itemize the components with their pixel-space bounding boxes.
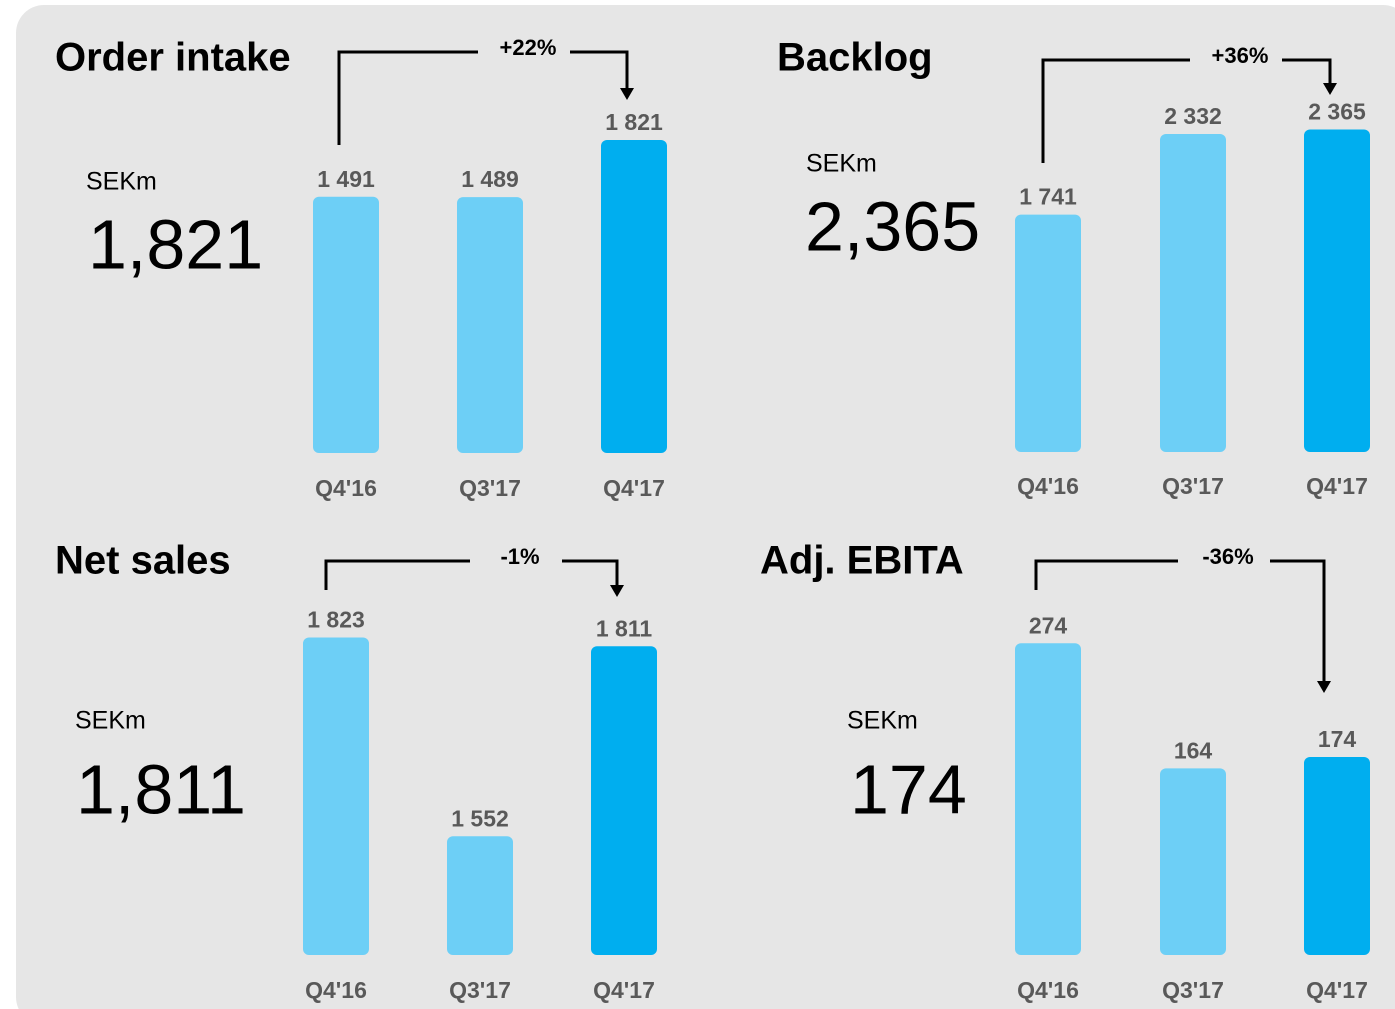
x-tick-label: Q4'16 [1017,977,1079,1003]
change-label: +22% [500,35,557,60]
x-tick-label: Q4'16 [315,475,377,501]
bar [457,197,523,453]
value-label: 1 552 [451,805,509,831]
change-arrowhead [610,585,624,597]
value-label: 2 332 [1164,103,1222,129]
x-tick-label: Q4'17 [603,475,665,501]
panel-title: Order intake [55,36,291,80]
x-tick-label: Q4'17 [593,977,655,1003]
unit-label: SEKm [847,707,918,735]
x-tick-label: Q4'17 [1306,473,1368,499]
change-label: -1% [500,544,539,569]
panel-title: Adj. EBITA [760,539,964,583]
bar [1160,134,1226,452]
change-bracket-right [570,50,629,90]
unit-label: SEKm [806,150,877,178]
bar [601,140,667,453]
bar [1160,768,1226,955]
change-label: +36% [1212,43,1269,68]
change-bracket-right [1282,58,1332,85]
unit-label: SEKm [75,707,146,735]
change-bracket-right [562,559,619,587]
value-label: 1 821 [605,109,663,135]
value-label: 1 741 [1019,184,1077,210]
x-tick-label: Q3'17 [449,977,511,1003]
bar [1304,129,1370,452]
value-label: 1 823 [307,607,365,633]
change-bracket-right [1270,559,1326,683]
headline-value: 174 [850,750,967,828]
change-arrowhead [1323,83,1337,95]
change-arrowhead [1317,681,1331,693]
bar [1015,214,1081,452]
value-label: 274 [1029,612,1068,638]
bar [313,196,379,453]
headline-value: 2,365 [805,187,980,265]
x-tick-label: Q3'17 [1162,977,1224,1003]
change-bracket-left [1034,559,1178,590]
bar [1015,643,1081,955]
bar [591,646,657,955]
value-label: 164 [1174,737,1213,763]
headline-value: 1,811 [76,750,246,828]
value-label: 1 489 [461,166,519,192]
x-tick-label: Q3'17 [459,475,521,501]
panel-title: Net sales [55,539,231,583]
bar [303,637,369,955]
headline-value: 1,821 [88,205,263,283]
unit-label: SEKm [86,168,157,196]
x-tick-label: Q3'17 [1162,473,1224,499]
x-tick-label: Q4'16 [1017,473,1079,499]
change-bracket-left [324,559,470,590]
change-bracket-left [337,50,478,145]
bar [447,836,513,955]
value-label: 174 [1318,726,1357,752]
change-label: -36% [1202,544,1253,569]
x-tick-label: Q4'17 [1306,977,1368,1003]
value-label: 2 365 [1308,99,1366,125]
x-tick-label: Q4'16 [305,977,367,1003]
value-label: 1 811 [596,615,652,641]
bar [1304,757,1370,955]
change-bracket-left [1041,58,1190,163]
change-arrowhead [620,88,634,100]
value-label: 1 491 [317,166,375,192]
panel-title: Backlog [777,36,933,80]
